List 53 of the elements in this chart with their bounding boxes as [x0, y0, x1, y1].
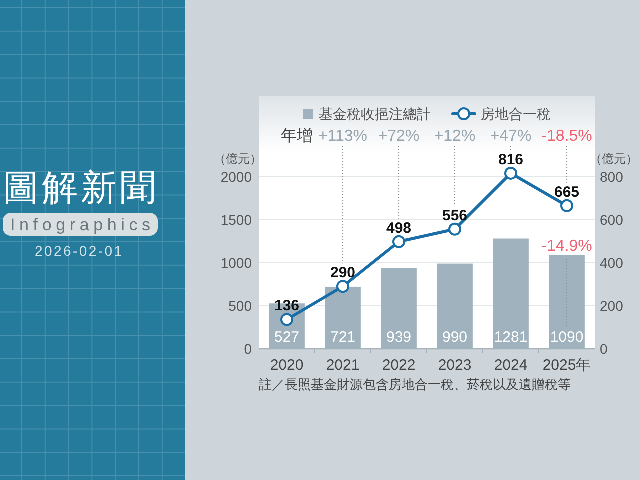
annotation: -18.5%: [542, 128, 592, 184]
data-label: 498: [386, 220, 412, 237]
y2-tick-label: 0: [600, 341, 608, 357]
x-tick-label: 2023: [438, 357, 472, 374]
y-tick-label: 0: [244, 341, 252, 357]
text: 2026-02-01: [35, 243, 122, 259]
data-label: 939: [386, 329, 412, 346]
y2-tick-label: 200: [600, 298, 624, 314]
annotation: +113%: [318, 128, 368, 264]
y-tick-label: 2000: [220, 168, 252, 185]
y2-tick-label: 600: [600, 212, 624, 228]
data-label: 556: [442, 207, 468, 224]
y2-tick-label: 400: [600, 254, 624, 271]
point: [560, 199, 574, 212]
annotation: -14.9%: [542, 238, 592, 256]
annotation: -18.5%: [542, 128, 592, 145]
y-axis-title: （億元）: [214, 152, 262, 166]
x-tick-label: 2020: [270, 357, 304, 374]
point: [392, 235, 406, 248]
x-tick-label: 2022: [382, 357, 416, 374]
annotation: +72%: [378, 128, 420, 220]
data-label: 290: [330, 264, 356, 282]
legend-label: 房地合一稅: [481, 106, 551, 122]
annotation: +12%: [434, 128, 476, 207]
y-tick-label: 1500: [220, 212, 252, 228]
text: 圖解新聞: [3, 167, 159, 208]
data-label: 1090: [550, 329, 584, 346]
point: [504, 166, 518, 180]
annotation: +47%: [490, 128, 532, 151]
annotation: 年增: [281, 128, 313, 145]
text: Infographics: [10, 216, 150, 234]
data-label: 990: [442, 329, 468, 346]
annotation: +47%: [490, 128, 532, 145]
annotation: +12%: [434, 128, 476, 145]
point: [336, 280, 350, 294]
data-label: 665: [554, 184, 580, 201]
x-tick-label: 2025年: [542, 357, 592, 374]
text: 註／長照基金財源包含房地合一稅、菸稅以及遺贈稅等: [259, 377, 571, 392]
legend-label: 基金稅收挹注總計: [319, 106, 431, 122]
data-label: 1281: [494, 329, 528, 346]
y-tick-label: 500: [228, 298, 252, 314]
annotation: +72%: [378, 128, 420, 145]
annotation: -14.9%: [542, 238, 592, 328]
y2-axis-title: （億元）: [590, 152, 638, 166]
x-tick-label: 2021: [326, 357, 360, 374]
y2-tick-label: 800: [600, 168, 624, 185]
annotation: +113%: [318, 128, 368, 145]
data-label: 816: [498, 151, 524, 168]
point: [448, 222, 462, 236]
x-tick-label: 2024: [494, 357, 528, 374]
y-tick-label: 1000: [220, 254, 252, 271]
data-label: 721: [330, 329, 356, 346]
data-label: 527: [274, 329, 300, 346]
